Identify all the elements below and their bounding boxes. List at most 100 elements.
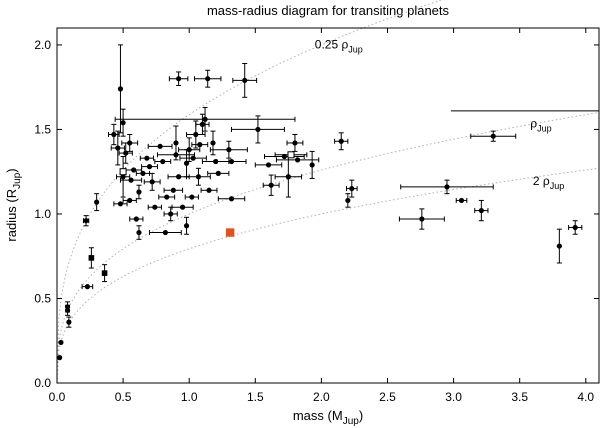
data-point	[186, 167, 211, 186]
data-point	[400, 179, 494, 195]
data-point	[113, 201, 128, 207]
y-axis-label-main: radius (R	[4, 189, 19, 242]
point-marker	[458, 197, 465, 204]
series-2	[88, 247, 108, 283]
point-marker	[186, 147, 192, 153]
data-point	[125, 167, 143, 173]
data-point	[193, 69, 222, 88]
point-marker	[127, 140, 133, 146]
density-curve-1	[56, 0, 443, 384]
data-point	[207, 170, 230, 176]
data-point	[122, 197, 137, 204]
y-tick-label: 0.0	[34, 376, 51, 390]
density-curve-label-1: 0.25 ρJup	[315, 37, 363, 54]
point-marker	[136, 229, 142, 236]
point-marker	[160, 158, 166, 165]
point-marker	[140, 170, 146, 176]
data-point	[135, 170, 151, 176]
x-axis-label-close: )	[359, 408, 363, 423]
x-tick-label: 3.0	[445, 390, 462, 404]
data-point	[101, 264, 108, 283]
data-point	[286, 134, 304, 152]
data-point	[64, 304, 71, 316]
y-tick-label: 2.0	[34, 38, 51, 52]
series-3	[225, 228, 235, 237]
density-curve-label-sub: Jup	[550, 181, 565, 191]
data-point	[254, 162, 283, 168]
point-marker	[127, 197, 133, 204]
point-marker	[111, 131, 117, 138]
point-marker	[119, 168, 127, 176]
density-curve-label-3: 2 ρJup	[533, 174, 564, 191]
data-point	[139, 155, 155, 161]
data-point	[143, 172, 161, 191]
point-marker	[83, 218, 89, 224]
data-point	[121, 134, 139, 152]
data-point	[173, 125, 179, 161]
point-marker	[170, 187, 176, 193]
data-point	[191, 142, 209, 148]
data-point	[568, 220, 583, 235]
data-point	[474, 199, 489, 222]
data-point	[120, 108, 126, 137]
point-marker	[444, 184, 450, 190]
data-point	[81, 284, 94, 290]
data-point	[154, 158, 172, 165]
data-point	[119, 168, 127, 176]
data-point	[57, 355, 63, 361]
point-marker	[268, 182, 274, 188]
data-point	[158, 194, 176, 200]
point-marker	[242, 77, 248, 84]
data-point	[195, 113, 210, 135]
data-point	[232, 63, 258, 98]
data-point	[346, 179, 358, 198]
point-marker	[193, 131, 199, 138]
point-marker	[136, 189, 142, 195]
data-point	[334, 132, 349, 151]
density-curve-3	[56, 167, 600, 384]
x-tick-label: 4.0	[577, 390, 594, 404]
data-point	[262, 174, 280, 196]
point-marker	[349, 185, 355, 192]
data-point	[470, 130, 517, 142]
point-marker	[117, 201, 124, 207]
plot-frame	[56, 27, 600, 384]
data-points	[57, 44, 583, 361]
y-tick-label: 1.5	[34, 122, 51, 136]
data-point	[183, 149, 190, 178]
data-point	[117, 44, 124, 134]
density-curve-2	[56, 111, 600, 384]
density-curve-label-2: ρJup	[530, 117, 551, 134]
data-point	[66, 316, 72, 328]
point-marker	[101, 270, 108, 276]
point-marker	[197, 142, 203, 148]
point-marker	[285, 174, 291, 180]
data-point	[82, 215, 90, 227]
point-marker	[84, 284, 91, 290]
x-axis: 0.0 0.5 1.0 1.5 2.0 2.5 3.0 3.5 4.0	[49, 28, 594, 404]
data-point	[230, 115, 285, 144]
point-marker	[292, 140, 298, 146]
point-marker	[255, 126, 261, 133]
point-marker	[58, 339, 64, 346]
point-marker	[556, 243, 562, 249]
x-tick-label: 2.0	[313, 390, 330, 404]
data-point	[455, 197, 468, 204]
data-point	[209, 140, 248, 159]
point-marker	[115, 145, 121, 151]
point-marker	[228, 158, 235, 165]
data-point	[210, 130, 216, 156]
point-marker	[133, 216, 139, 222]
data-point	[119, 177, 143, 183]
point-marker	[88, 255, 95, 261]
data-point	[141, 164, 158, 170]
point-marker	[189, 194, 195, 200]
series-1	[57, 44, 583, 361]
data-point	[149, 229, 182, 236]
density-curve-label-main: 2 ρ	[533, 174, 550, 188]
x-axis-label: mass (MJup)	[293, 408, 363, 427]
point-marker	[215, 170, 221, 176]
x-tick-label: 2.5	[379, 390, 396, 404]
point-marker	[57, 355, 63, 361]
